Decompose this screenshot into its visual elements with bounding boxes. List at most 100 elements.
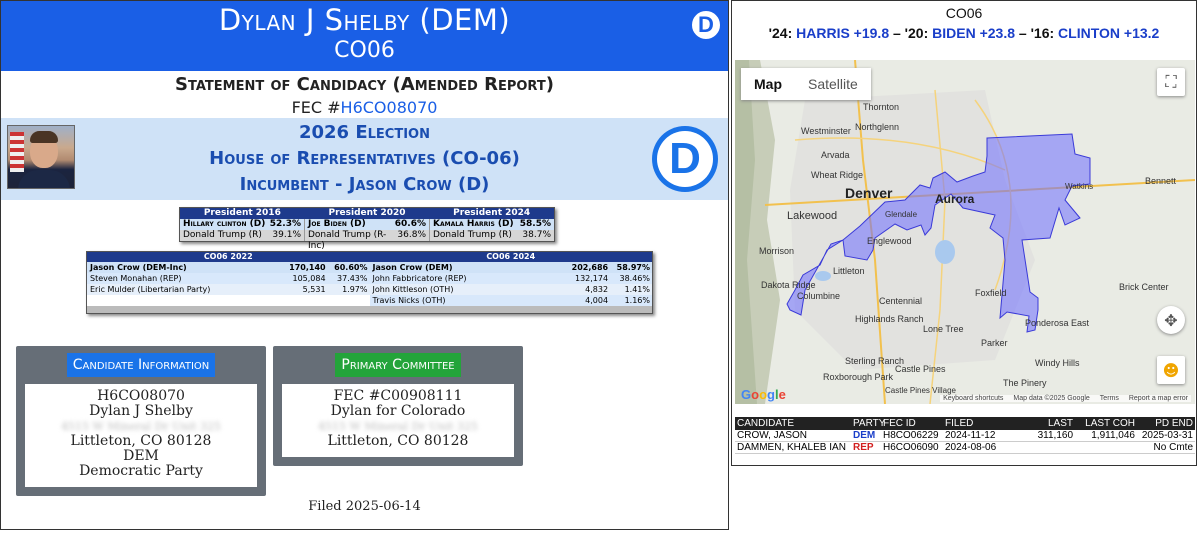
map-label: Highlands Ranch	[855, 314, 924, 324]
table-row: Hillary clinton (D) 52.3% Joe Biden (D) 60…	[180, 219, 554, 230]
row-pd-end: 2025-03-31	[1141, 430, 1193, 441]
democratic-logo-icon: D	[690, 9, 722, 41]
table-row[interactable]: CROW, JASON DEM H8CO06229 2024-11-12 311…	[735, 430, 1195, 442]
row-filed: 2024-11-12	[945, 430, 996, 441]
table-header: CANDIDATE PARTY FEC ID FILED LAST RAISED…	[735, 417, 1195, 442]
header-last-coh: LAST COH	[1085, 418, 1135, 429]
pres-candidate: Joe Biden (D)	[308, 219, 366, 229]
result-votes: 105,084	[292, 274, 326, 283]
result-candidate: Eric Mulder (Libertarian Party)	[90, 285, 211, 294]
pres-candidate: Hillary clinton (D)	[183, 219, 266, 229]
result-pct: 60.60%	[334, 263, 368, 272]
header-candidate: CANDIDATE	[737, 418, 795, 429]
pres-pct: 36.8%	[397, 230, 426, 240]
candidate-banner: Dylan J Shelby (DEM) CO06 D	[1, 1, 728, 71]
report-title: Statement of Candidacy (Amended Report)	[175, 74, 554, 95]
row-last-raised: 311,160	[1037, 430, 1073, 441]
map-label: Castle Pines Village	[885, 386, 957, 395]
map-data-credit: Map data ©2025 Google	[1013, 395, 1090, 402]
result-pct: 38.46%	[619, 274, 650, 283]
result-pct: 1.41%	[624, 285, 650, 294]
candidate-address-blurred: 4515 W Mineral Dr Unit 325	[61, 420, 221, 433]
row-fec-id: H8CO06229	[883, 430, 939, 441]
committee-address-blurred: 4515 W Mineral Dr Unit 325	[318, 420, 478, 433]
row-last-raised	[1017, 442, 1073, 453]
office-title: House of Representatives (CO-06)	[209, 148, 520, 169]
result-votes: 5,531	[302, 285, 326, 294]
committee-city: Littleton, CO 80128	[327, 433, 469, 449]
primary-committee-tab[interactable]: Primary Committee	[335, 353, 461, 377]
pres-pct: 38.7%	[522, 230, 551, 240]
pres-candidate: Donald Trump (R)	[183, 230, 262, 240]
row-party: DEM	[853, 430, 876, 441]
map-label: Columbine	[797, 291, 841, 301]
map-label: Glendale	[885, 210, 918, 219]
candidate-name-field: Dylan J Shelby	[89, 403, 193, 419]
pres-candidate: Donald Trump (R)	[433, 230, 512, 240]
pres-candidate: Kamala Harris (D)	[433, 219, 514, 229]
candidate-information-tab[interactable]: Candidate Information	[66, 353, 216, 377]
margin-prefix: – '20:	[889, 25, 933, 41]
district-map[interactable]: Map Satellite ⛶ ✥ ☻ Thornton Northglenn …	[735, 60, 1195, 404]
row-party: REP	[853, 442, 874, 453]
google-logo: Google	[741, 387, 786, 402]
committee-name: Dylan for Colorado	[330, 403, 466, 419]
result-candidate: Jason Crow (DEM)	[372, 263, 453, 272]
election-section: 2026 Election House of Representatives (…	[1, 118, 728, 200]
district-code: CO06	[334, 38, 395, 63]
map-label: Dakota Ridge	[761, 280, 816, 290]
result-votes: 4,004	[585, 296, 609, 305]
incumbent-line: Incumbent - Jason Crow (D)	[239, 174, 490, 195]
pres-pct: 58.5%	[519, 219, 551, 229]
header-pd-end: PD END	[1155, 418, 1193, 429]
row-last-coh: 1,911,046	[1091, 430, 1135, 441]
tab-map[interactable]: Map	[754, 76, 782, 92]
fec-prefix: FEC #	[291, 98, 341, 117]
district-results-table: CO06 2022 CO06 2024 Jason Crow (DEM-Inc)…	[86, 251, 653, 314]
candidate-panel: Dylan J Shelby (DEM) CO06 D Statement of…	[0, 0, 729, 530]
fec-id-link[interactable]: H6CO08070	[340, 98, 438, 117]
table-row[interactable]: DAMMEN, KHALEB IAN REP H6CO06090 2024-08…	[735, 442, 1195, 454]
map-type-tabs: Map Satellite	[741, 68, 871, 100]
result-pct	[329, 295, 370, 306]
result-pct: 1.97%	[342, 285, 368, 294]
compass-icon[interactable]: ✥	[1157, 306, 1185, 334]
results-header-2022: CO06 2022	[203, 252, 253, 261]
map-label: Ponderosa East	[1025, 318, 1090, 328]
map-label-denver: Denver	[845, 185, 893, 201]
map-label-aurora: Aurora	[935, 192, 975, 206]
map-label: The Pinery	[1003, 378, 1047, 388]
tab-satellite[interactable]: Satellite	[808, 76, 858, 92]
candidate-party-code: DEM	[123, 448, 159, 464]
result-votes	[263, 295, 329, 306]
map-footer: Keyboard shortcuts Map data ©2025 Google…	[940, 395, 1191, 402]
flag-icon	[10, 132, 24, 172]
map-label: Parker	[981, 338, 1008, 348]
report-map-error-link[interactable]: Report a map error	[1128, 395, 1188, 402]
header-filed: FILED	[945, 418, 974, 429]
fullscreen-icon[interactable]: ⛶	[1157, 68, 1185, 96]
fec-id-line: FEC #H6CO08070	[1, 98, 728, 117]
terms-link[interactable]: Terms	[1099, 395, 1119, 402]
map-label: Centennial	[879, 296, 923, 306]
election-year: 2026 Election	[298, 122, 430, 143]
candidate-information-box: H6CO08070 Dylan J Shelby 4515 W Mineral …	[25, 384, 257, 487]
pres-header-2016: President 2016	[203, 208, 281, 218]
table-row: Eric Mulder (Libertarian Party) 5,531 1.97…	[87, 284, 652, 295]
street-view-pegman-icon[interactable]: ☻	[1157, 356, 1185, 384]
row-pd-end: No Cmte	[1153, 442, 1193, 453]
map-label: Englewood	[867, 236, 912, 246]
map-label: Foxfield	[975, 288, 1007, 298]
map-label: Roxborough Park	[823, 372, 894, 382]
map-label: Littleton	[833, 266, 865, 276]
candidates-table: CANDIDATE PARTY FEC ID FILED LAST RAISED…	[735, 417, 1195, 454]
pres-pct: 60.6%	[394, 219, 426, 229]
result-candidate: John Kittleson (OTH)	[372, 285, 454, 294]
margin-value: HARRIS +19.8	[796, 25, 890, 41]
row-candidate: DAMMEN, KHALEB IAN	[737, 442, 846, 453]
keyboard-shortcuts-link[interactable]: Keyboard shortcuts	[943, 395, 1004, 402]
header-party: PARTY	[853, 418, 886, 429]
candidate-city: Littleton, CO 80128	[70, 433, 212, 449]
result-candidate	[87, 295, 263, 306]
result-candidate: Jason Crow (DEM-Inc)	[90, 263, 187, 272]
